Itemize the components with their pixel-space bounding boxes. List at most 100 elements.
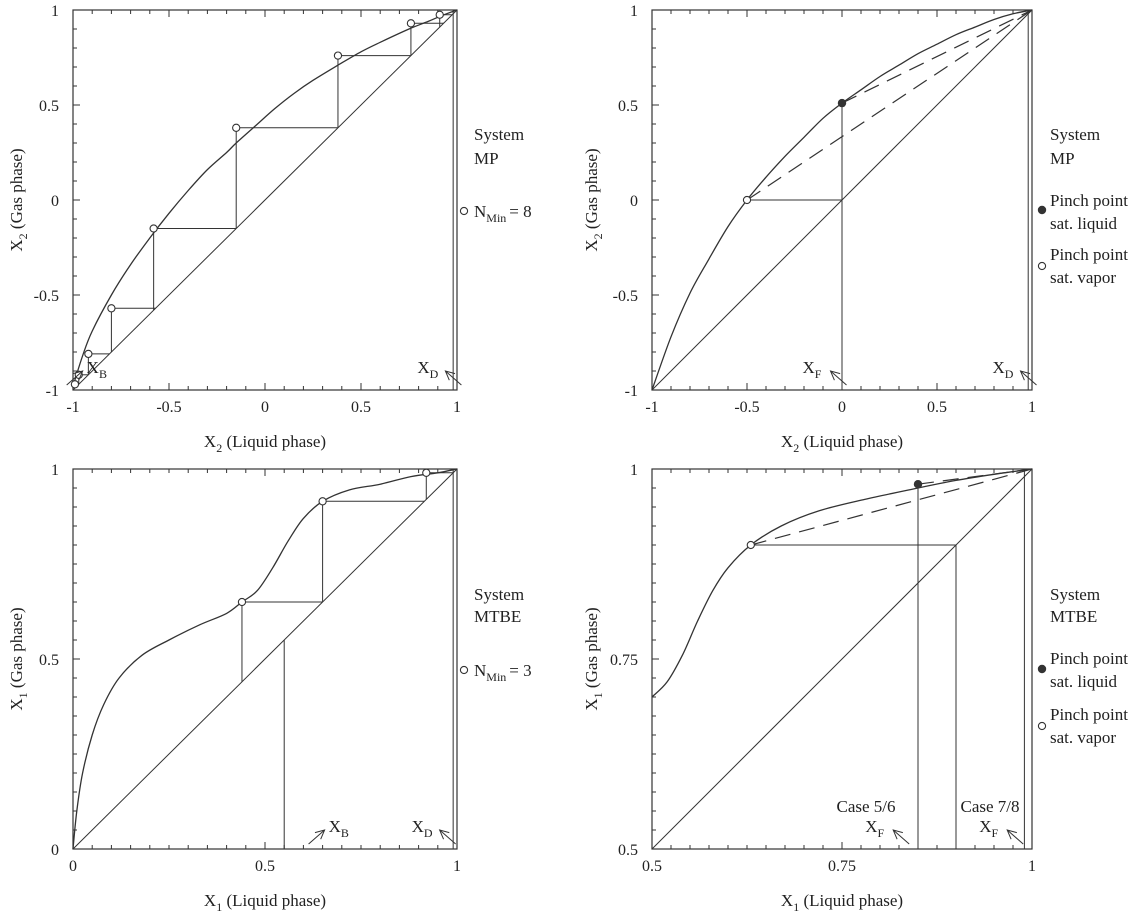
annotation-arrow-head: [892, 829, 903, 840]
y-tick-label: -0.5: [613, 288, 638, 305]
x-tick-label: -1: [66, 399, 79, 416]
annotation-label-D: XD: [993, 358, 1014, 381]
y-tick-label: -1: [46, 383, 59, 400]
annotation-arrow: [830, 370, 847, 386]
y-axis-label: X2 (Gas phase): [7, 148, 30, 251]
diagonal-and-construction: [651, 468, 1033, 850]
annotation-label-F: XF: [803, 358, 822, 381]
pinch-sat-vapor-legend-marker: [1037, 721, 1047, 731]
x-axis-label: X2 (Liquid phase): [781, 432, 903, 455]
y-axis-label: X2 (Gas phase): [582, 148, 605, 251]
pinch-vapor-label-1: Pinch point: [1050, 245, 1128, 264]
chart-mp-min-stages: XB XD -1 -0.5 0 0.5 1 -1 -0.5 0 0.5 1 X2 (Liquid p…: [7, 3, 532, 455]
y-tick-label: 1: [51, 462, 59, 479]
diagonal-line: [651, 468, 1033, 850]
y-tick-label: 0: [630, 193, 638, 210]
x-axis-label: X1 (Liquid phase): [781, 891, 903, 914]
stage-point: [422, 468, 431, 477]
annotation-arrow: [445, 370, 462, 386]
y-tick-label: -1: [625, 383, 638, 400]
x-tick-label: 0.5: [927, 399, 947, 416]
stage-point: [318, 497, 327, 506]
x-tick-label: 0: [69, 858, 77, 875]
system-name: MP: [474, 149, 499, 168]
y-tick-label: 1: [630, 462, 638, 479]
nmin-label: NMin = 8: [474, 202, 532, 225]
annotation-label-D: XD: [412, 817, 433, 840]
operating-line-liquid: [841, 9, 1033, 104]
operating-line-vapor: [746, 9, 1033, 201]
data-marks: XB XD: [66, 9, 462, 389]
chart-mtbe-pinch: XF XF 0.5 0.75 10.50.751 X1 (Liquid phase) …: [582, 462, 1128, 914]
system-label: System: [474, 585, 524, 604]
x-tick-label: 0.75: [828, 858, 856, 875]
pinch-vapor-label-1: Pinch point: [1050, 705, 1128, 724]
y-tick-label: 0.5: [618, 842, 638, 859]
tick-labels: -1 -0.5 0 0.5 1 -1 -0.5 0 0.5 1: [613, 3, 1036, 416]
tick-labels: -1 -0.5 0 0.5 1 -1 -0.5 0 0.5 1: [34, 3, 461, 416]
annotation-arrow: [308, 829, 325, 845]
x-axis-label: X1 (Liquid phase): [204, 891, 326, 914]
x-tick-label: 0.5: [255, 858, 275, 875]
y-axis-label: X1 (Gas phase): [582, 607, 605, 710]
y-axis-label: X1 (Gas phase): [7, 607, 30, 710]
annotation-arrow: [1020, 370, 1037, 386]
system-label: System: [474, 125, 524, 144]
annotation-label-F: XF: [979, 817, 998, 840]
annotation-arrow: [439, 829, 456, 845]
x-tick-label: 0.5: [351, 399, 371, 416]
pinch-sat-liquid-legend-marker: [1037, 205, 1047, 215]
system-name: MTBE: [1050, 607, 1097, 626]
x-tick-label: -0.5: [156, 399, 181, 416]
system-label: System: [1050, 125, 1100, 144]
annotation-arrow-head: [314, 829, 326, 840]
x-tick-label: 1: [453, 858, 461, 875]
pinch-liquid-label-1: Pinch point: [1050, 649, 1128, 668]
system-name: MTBE: [474, 607, 521, 626]
x-tick-label: -1: [645, 399, 658, 416]
annotation-label-F: XF: [865, 817, 884, 840]
stage-point: [406, 19, 416, 28]
case-5-6-label: Case 5/6: [836, 797, 895, 816]
chart-mtbe-min-stages: XB XD 0 0.5 1 0 0.5 1 X1 (Liquid phase) X1 (Ga…: [7, 462, 532, 914]
stage-point: [149, 224, 158, 233]
y-tick-label: 0.5: [39, 98, 59, 115]
annotation-label-D: XD: [417, 358, 438, 381]
system-label: System: [1050, 585, 1100, 604]
operating-line-vapor: [750, 468, 1033, 546]
annotation-arrow: [66, 370, 84, 386]
y-tick-label: 0.75: [610, 652, 638, 669]
stage-point: [84, 349, 93, 359]
annotation-arrow-head: [444, 370, 456, 381]
pinch-vapor-label-2: sat. vapor: [1050, 728, 1116, 747]
pinch-liquid-label-2: sat. liquid: [1050, 214, 1118, 233]
x-tick-label: 1: [453, 399, 461, 416]
tick-labels: 0.5 0.75 1 0.5 0.75 1: [610, 462, 1036, 875]
pinch-liquid-label-1: Pinch point: [1050, 191, 1128, 210]
tick-marks: [651, 9, 1033, 391]
stage-point: [232, 123, 241, 132]
chart-mp-pinch: XF XD -1 -0.5 0 0.5 1 -1 -0.5 0 0.5 1 X2 (Liquid p…: [582, 3, 1128, 455]
pinch-sat-vapor-legend-marker: [1037, 261, 1047, 271]
nmin-label: NMin = 3: [474, 661, 532, 684]
annotation-arrow: [1006, 829, 1024, 845]
stage-point: [333, 51, 343, 60]
data-marks: XF XF: [651, 468, 1033, 849]
tick-marks: [72, 468, 458, 850]
x-tick-label: 0.5: [642, 858, 662, 875]
diagonal-line: [72, 9, 458, 391]
annotation-arrow-head: [1006, 829, 1017, 840]
x-tick-label: 1: [1028, 858, 1036, 875]
diagonal-line: [72, 468, 458, 850]
diagonal-and-construction: [72, 468, 458, 850]
x-tick-label: 1: [1028, 399, 1036, 416]
pinch-liquid-label-2: sat. liquid: [1050, 672, 1118, 691]
operating-line-liquid: [917, 468, 1033, 485]
y-tick-label: 0: [51, 842, 59, 859]
pinch-point-sat-liquid: [837, 98, 847, 108]
equilibrium-curve: [651, 468, 1033, 698]
annotation-arrow-head: [438, 829, 450, 840]
x-tick-label: 0: [261, 399, 269, 416]
annotation-label-B: XB: [329, 817, 349, 840]
annotation-arrow: [892, 829, 910, 845]
